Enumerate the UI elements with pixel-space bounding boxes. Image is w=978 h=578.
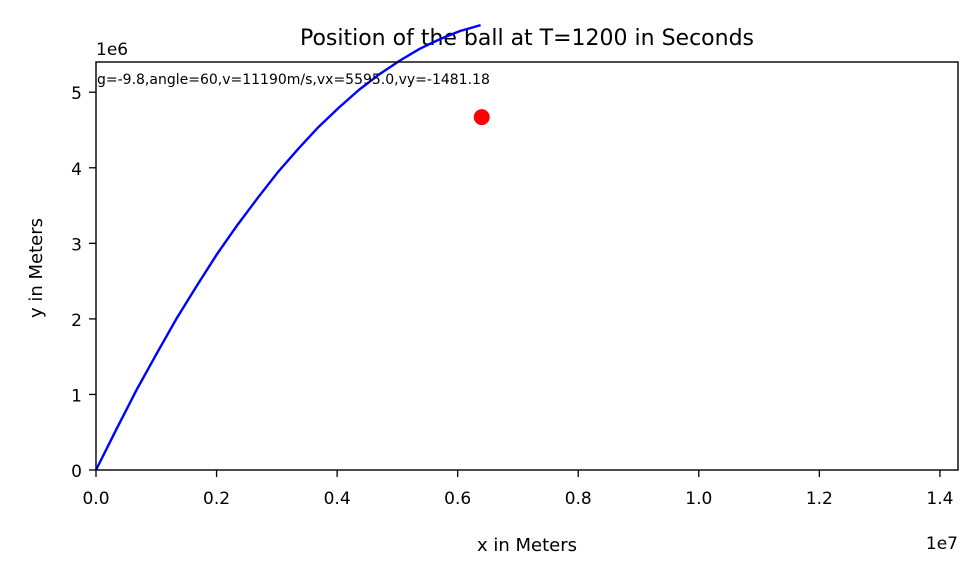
x-tick-label: 1.4: [926, 489, 953, 509]
y-tick-label: 0: [71, 462, 82, 482]
x-tick-label: 1.0: [685, 489, 712, 509]
ball-position-marker: [473, 109, 490, 126]
plot-area: 0.0 0.2 0.4 0.6 0.8 1.0 1.2 1.4 0 1 2 3 4 5: [71, 23, 959, 509]
x-tick-label: 1.2: [806, 489, 833, 509]
x-offset-label: 1e7: [926, 534, 958, 554]
parameters-annotation: g=-9.8,angle=60,v=11190m/s,vx=5595.0,vy=…: [97, 72, 490, 88]
x-tick-label: 0.2: [203, 489, 230, 509]
y-offset-label: 1e6: [96, 40, 128, 60]
x-tick-label: 0.4: [324, 489, 351, 509]
x-tick-label: 0.0: [82, 489, 109, 509]
y-tick-label: 5: [71, 84, 82, 104]
y-tick-label: 1: [71, 386, 82, 406]
y-tick-label: 4: [71, 160, 82, 180]
x-axis-label: x in Meters: [477, 535, 577, 556]
y-tick-label: 2: [71, 311, 82, 331]
chart-title: Position of the ball at T=1200 in Second…: [300, 26, 754, 51]
y-axis-label: y in Meters: [26, 218, 47, 318]
y-tick-label: 3: [71, 235, 82, 255]
x-tick-label: 0.6: [444, 489, 471, 509]
trajectory-line-0: [94, 23, 481, 471]
x-tick-label: 0.8: [565, 489, 592, 509]
axes-frame: [95, 61, 959, 471]
